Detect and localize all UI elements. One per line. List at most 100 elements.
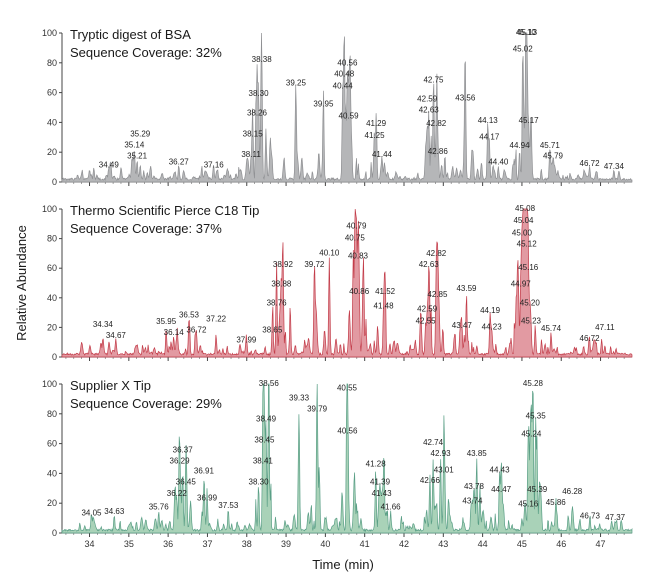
x-tick-label: 45 [517,539,527,549]
y-tick-label: 0 [52,528,57,538]
peak-label: 35.76 [149,503,170,512]
panel-title: Thermo Scientific Pierce C18 Tip [70,203,259,218]
peak-label: 42.63 [419,105,440,114]
peak-label: 40.55 [337,383,358,392]
peak-label: 44.43 [490,465,511,474]
peak-label: 39.25 [286,79,307,88]
peak-label: 45.28 [523,379,544,388]
y-tick-label: 20 [47,322,57,332]
peak-label: 44.23 [482,322,503,331]
peak-label: 40.48 [334,70,355,79]
peak-label: 45.71 [540,141,561,150]
peak-label: 43.56 [455,94,476,103]
x-tick-label: 35 [124,539,134,549]
x-tick-label: 42 [399,539,409,549]
peak-label: 38.88 [271,279,292,288]
peak-label: 37.53 [218,501,239,510]
peak-label: 38.38 [252,55,273,64]
peak-label: 44.47 [491,485,512,494]
peak-label: 42.75 [423,76,444,85]
peak-label: 41.44 [372,150,393,159]
peak-label: 38.92 [273,260,294,269]
trace-area [61,32,633,183]
peak-label: 45.12 [517,239,538,248]
peak-label: 41.48 [374,302,395,311]
peak-label: 41.28 [366,459,387,468]
y-tick-label: 60 [47,263,57,273]
peak-label: 43.47 [452,321,473,330]
peak-label: 36.29 [170,456,191,465]
peak-label: 40.56 [337,59,358,68]
peak-label: 34.67 [106,331,127,340]
peak-label: 45.02 [513,44,534,53]
peak-label: 38.76 [267,299,288,308]
y-tick-label: 0 [52,352,57,362]
peak-label: 44.97 [511,279,532,288]
peak-label: 39.72 [304,260,325,269]
y-tick-label: 40 [47,468,57,478]
peak-label: 36.99 [197,494,218,503]
x-tick-label: 40 [320,539,330,549]
x-tick-label: 41 [360,539,370,549]
peak-label: 42.66 [420,476,441,485]
peak-label: 44.17 [479,132,500,141]
x-tick-label: 39 [281,539,291,549]
peak-label: 47.11 [595,323,615,332]
y-tick-label: 40 [47,117,57,127]
peak-label: 36.91 [194,466,215,475]
peak-label: 40.10 [319,248,340,257]
panel-subtitle: Sequence Coverage: 29% [70,396,222,411]
peak-label: 46.72 [580,334,601,343]
peak-label: 35.29 [130,130,151,139]
peak-label: 42.85 [427,290,448,299]
peak-label: 40.56 [337,427,358,436]
peak-label: 44.40 [488,158,509,167]
peak-label: 40.75 [345,234,366,243]
peak-label: 37.16 [204,161,225,170]
peak-label: 45.79 [543,152,564,161]
peak-label: 39.95 [313,99,334,108]
peak-label: 38.65 [262,325,283,334]
peak-label: 45.39 [527,485,548,494]
peak-label: 42.86 [428,147,449,156]
peak-label: 35.95 [156,317,177,326]
peak-label: 40.44 [333,82,354,91]
peak-label: 40.83 [348,251,369,260]
peak-label: 45.13 [517,28,538,37]
peak-label: 41.66 [381,503,402,512]
peak-label: 42.93 [431,449,452,458]
y-tick-label: 100 [42,28,57,38]
panel-1: 0 20 40 60 80 100 Tryptic digest of BSA Sequenc… [42,27,633,187]
peak-label: 44.19 [480,306,501,315]
peak-label: 38.30 [249,477,270,486]
peak-label: 45.74 [541,324,562,333]
peak-label: 42.59 [417,94,438,103]
peak-label: 42.74 [423,438,444,447]
y-tick-label: 20 [47,498,57,508]
peak-label: 41.39 [370,477,391,486]
panel-2: 0 20 40 60 80 100 Thermo Scientific Pierce C18… [42,203,633,362]
panel-subtitle: Sequence Coverage: 32% [70,45,222,60]
peak-label: 45.16 [518,500,539,509]
peak-label: 44.94 [510,141,531,150]
x-tick-label: 38 [242,539,252,549]
y-axis-label: Relative Abundance [14,225,29,341]
peak-label: 38.45 [254,436,275,445]
peak-label: 45.24 [521,430,542,439]
peak-label: 45.08 [515,204,536,213]
peak-label: 42.63 [419,260,440,269]
peak-label: 36.14 [164,328,185,337]
peak-label: 41.25 [365,131,386,140]
peak-label: 34.63 [104,507,125,516]
peak-label: 43.74 [462,497,483,506]
panel-subtitle: Sequence Coverage: 37% [70,221,222,236]
peak-label: 35.21 [127,152,148,161]
y-tick-label: 80 [47,58,57,68]
peak-label: 46.28 [562,487,583,496]
y-tick-label: 100 [42,204,57,214]
y-tick-label: 0 [52,177,57,187]
peak-label: 45.23 [521,316,542,325]
x-axis-label: Time (min) [312,557,374,572]
x-tick-label: 43 [438,539,448,549]
